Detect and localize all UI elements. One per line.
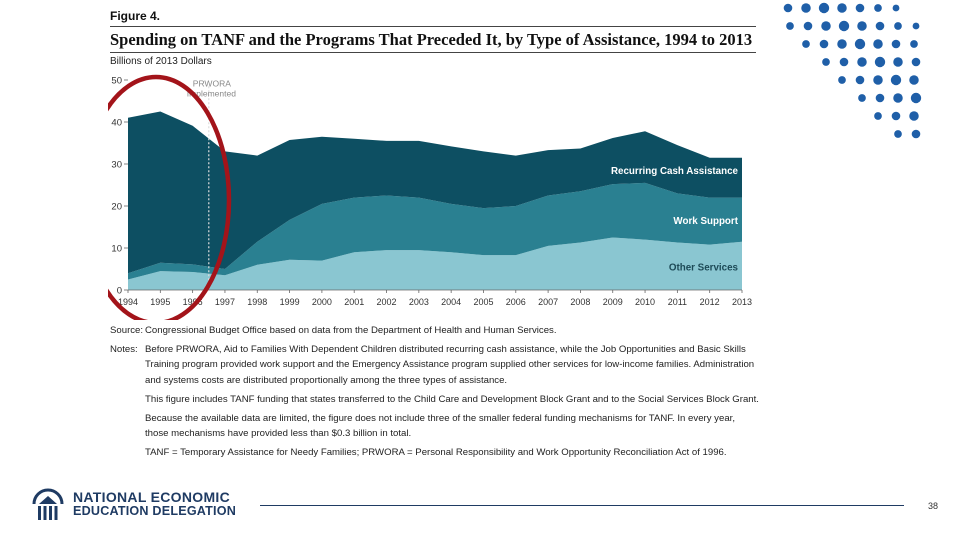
decorative-dot bbox=[911, 129, 921, 139]
decorative-dot bbox=[855, 3, 865, 13]
decorative-dot bbox=[873, 39, 883, 49]
need-logo-icon bbox=[32, 488, 64, 520]
decorative-dot bbox=[894, 22, 902, 30]
annotation-prwora: PRWORA bbox=[193, 78, 231, 88]
decorative-dot bbox=[822, 58, 830, 66]
area-work-support bbox=[128, 182, 742, 280]
decorative-dot bbox=[803, 21, 813, 31]
x-tick-label: 2008 bbox=[570, 297, 590, 307]
footer-rule bbox=[260, 505, 904, 506]
source-label: Source: bbox=[110, 325, 144, 336]
decorative-dot bbox=[891, 111, 901, 121]
decorative-dot bbox=[893, 57, 903, 67]
decorative-dot bbox=[891, 39, 901, 49]
figure-title: Spending on TANF and the Programs That P… bbox=[110, 30, 753, 49]
page-number: 38 bbox=[928, 501, 939, 511]
org-name-line2: EDUCATION DELEGATION bbox=[73, 504, 237, 518]
decorative-dot bbox=[857, 57, 867, 67]
x-tick-label: 2007 bbox=[538, 297, 558, 307]
decorative-dot bbox=[819, 39, 829, 49]
decorative-dot bbox=[911, 57, 921, 67]
decorative-dot bbox=[801, 3, 811, 13]
notes-row: Notes: Before PRWORA, Aid to Families Wi… bbox=[110, 342, 760, 460]
x-tick-label: 1997 bbox=[215, 297, 235, 307]
x-tick-label: 2003 bbox=[409, 297, 429, 307]
decorative-dot bbox=[838, 76, 846, 84]
decorative-dot-pattern bbox=[783, 2, 922, 139]
x-tick-label: 2004 bbox=[441, 297, 461, 307]
x-tick-label: 2012 bbox=[700, 297, 720, 307]
decorative-dot bbox=[893, 93, 903, 103]
highlight-ellipse bbox=[108, 74, 232, 320]
source-text: Congressional Budget Office based on dat… bbox=[145, 325, 557, 336]
decorative-dot bbox=[821, 21, 831, 31]
x-tick-label: 1995 bbox=[150, 297, 170, 307]
x-tick-label: 2011 bbox=[668, 297, 687, 307]
x-tick-label: 1998 bbox=[247, 297, 267, 307]
note-4: TANF = Temporary Assistance for Needy Fa… bbox=[145, 447, 727, 459]
decorative-dot bbox=[837, 3, 847, 13]
decorative-dot bbox=[783, 3, 793, 13]
decorative-dot bbox=[909, 111, 919, 121]
decorative-dot bbox=[838, 20, 850, 32]
y-tick-label: 30 bbox=[111, 160, 122, 171]
x-tick-label: 2002 bbox=[377, 297, 397, 307]
decorative-dot bbox=[858, 94, 866, 102]
decorative-dot bbox=[802, 40, 810, 48]
decorative-dot bbox=[875, 93, 885, 103]
decorative-dot bbox=[892, 4, 900, 12]
decorative-dot bbox=[786, 22, 794, 30]
x-tick-label: 2000 bbox=[312, 297, 332, 307]
decorative-dot bbox=[855, 75, 865, 85]
y-tick-label: 0 bbox=[117, 286, 122, 297]
area-recurring-cash-assistance bbox=[128, 111, 742, 274]
x-tick-label: 2005 bbox=[473, 297, 493, 307]
decorative-dot bbox=[890, 74, 902, 86]
title-rule-bottom bbox=[110, 52, 756, 53]
notes-block: Source: Congressional Budget Office base… bbox=[110, 323, 760, 465]
y-units-label: Billions of 2013 Dollars bbox=[110, 56, 212, 67]
stacked-area-chart: 0 10 20 30 40 50 1994 1995 1996 1997 1998 1999 2000 2… bbox=[108, 74, 752, 320]
figure-label: Figure 4. bbox=[110, 9, 161, 23]
decorative-dot bbox=[874, 4, 882, 12]
x-tick-label: 2009 bbox=[603, 297, 623, 307]
org-name-line1: NATIONAL ECONOMIC bbox=[73, 489, 231, 505]
decorative-dot bbox=[910, 92, 922, 104]
y-tick-label: 20 bbox=[111, 202, 122, 213]
x-tick-label: 1996 bbox=[183, 297, 203, 307]
decorative-dot bbox=[912, 22, 920, 30]
decorative-dot bbox=[909, 75, 919, 85]
area-other-services bbox=[128, 237, 742, 290]
decorative-dot bbox=[875, 21, 885, 31]
y-tick-label: 10 bbox=[111, 244, 122, 255]
decorative-dot bbox=[894, 130, 902, 138]
annotation-implemented: Implemented bbox=[187, 88, 236, 98]
decorative-dot bbox=[873, 75, 883, 85]
series-label-work-support: Work Support bbox=[673, 216, 738, 227]
decorative-dot bbox=[857, 21, 867, 31]
series-label-recurring-cash-assistance: Recurring Cash Assistance bbox=[611, 166, 739, 177]
x-tick-label: 1999 bbox=[280, 297, 300, 307]
decorative-dot bbox=[837, 39, 847, 49]
decorative-dot bbox=[910, 40, 918, 48]
source-row: Source: Congressional Budget Office base… bbox=[110, 323, 760, 338]
decorative-dot bbox=[818, 2, 830, 14]
x-tick-label: 2010 bbox=[635, 297, 655, 307]
decorative-dot bbox=[874, 56, 886, 68]
decorative-dot bbox=[839, 57, 849, 67]
y-tick-label: 40 bbox=[111, 118, 122, 129]
decorative-dot bbox=[854, 38, 866, 50]
y-tick-label: 50 bbox=[111, 76, 122, 87]
notes-label: Notes: bbox=[110, 344, 138, 356]
decorative-dot bbox=[874, 112, 882, 120]
note-1: Before PRWORA, Aid to Families With Depe… bbox=[145, 344, 755, 386]
title-rule-top bbox=[110, 26, 756, 27]
note-2: This figure includes TANF funding that s… bbox=[145, 393, 759, 405]
series-label-other-services: Other Services bbox=[669, 262, 739, 273]
x-tick-label: 1994 bbox=[118, 297, 138, 307]
x-tick-label: 2001 bbox=[344, 297, 364, 307]
x-tick-label: 2006 bbox=[506, 297, 526, 307]
x-tick-label: 2013 bbox=[732, 297, 752, 307]
note-3: Because the available data are limited, … bbox=[145, 413, 735, 440]
